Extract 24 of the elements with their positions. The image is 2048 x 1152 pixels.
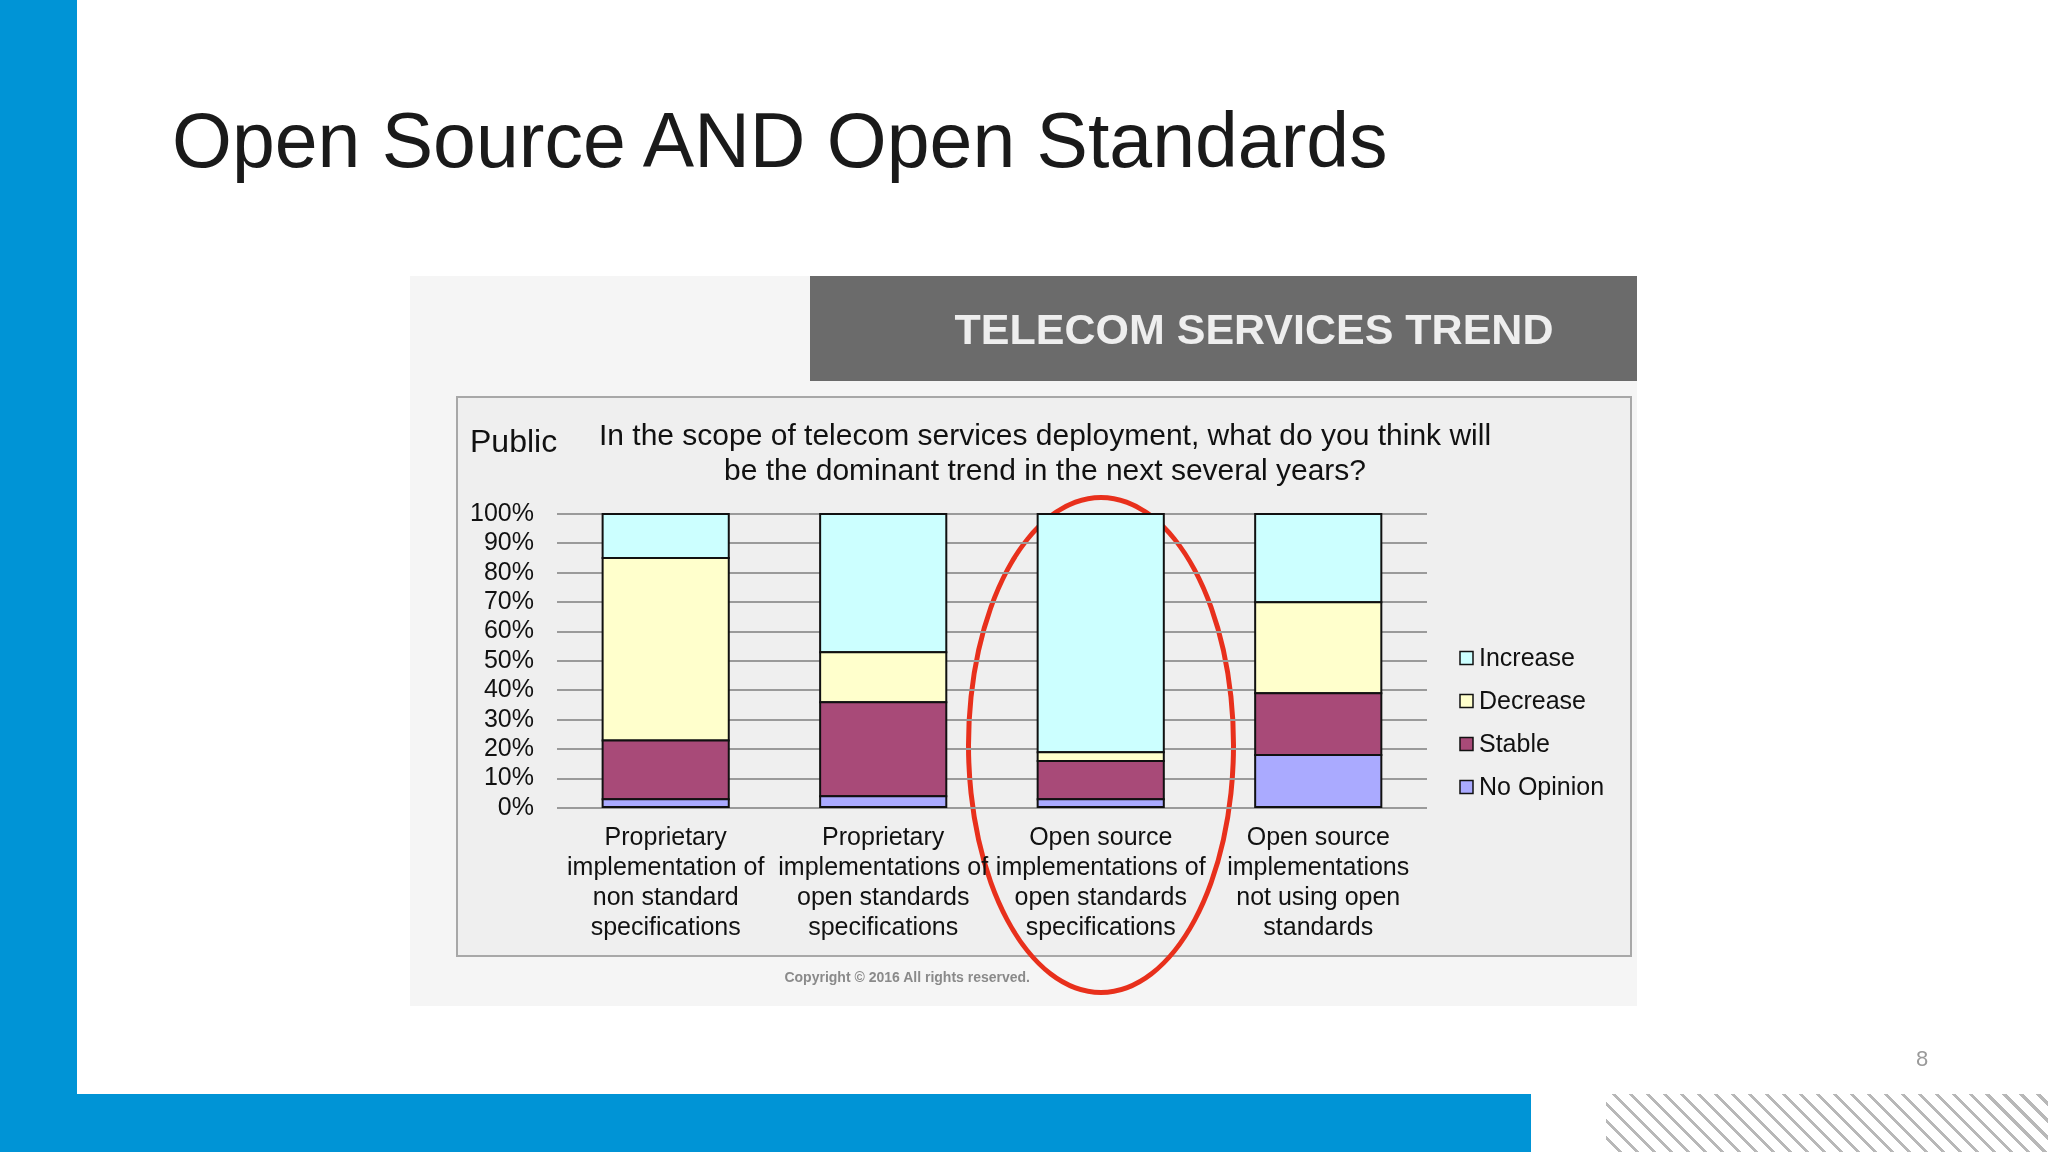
y-tick-label: 10% bbox=[483, 762, 534, 791]
text: 8 bbox=[1915, 1046, 1929, 1072]
y-tick-label: 60% bbox=[483, 615, 534, 644]
text: Copyright © 2016 All rights reserved. bbox=[784, 969, 1030, 985]
x-tick-label: Open source implementations not using open standards bbox=[1227, 821, 1410, 940]
y-tick-label: 70% bbox=[483, 586, 534, 615]
text: In the scope of telecom services deployment, what do you think will be the dominant trend in the next several years? bbox=[597, 417, 1493, 487]
legend-label: Decrease bbox=[1479, 685, 1586, 714]
y-tick-label: 20% bbox=[483, 733, 534, 762]
x-tick-label: Proprietary implementation of non standard specifications bbox=[567, 821, 765, 940]
y-tick-label: 100% bbox=[469, 497, 534, 526]
x-tick-label: Open source implementations of open standards specifications bbox=[995, 821, 1206, 940]
y-tick-label: 90% bbox=[483, 527, 534, 556]
y-tick-label: 40% bbox=[483, 674, 534, 703]
chart-title: Open Source AND Open Standards bbox=[172, 96, 1388, 184]
y-tick-label: 50% bbox=[483, 644, 534, 673]
text: Public bbox=[470, 423, 558, 459]
legend-label: Increase bbox=[1479, 642, 1575, 671]
chart-subtitle: TELECOM SERVICES TREND bbox=[954, 305, 1554, 353]
y-tick-label: 0% bbox=[497, 791, 534, 820]
y-tick-label: 80% bbox=[483, 556, 534, 585]
legend-label: No Opinion bbox=[1479, 771, 1605, 800]
y-tick-label: 30% bbox=[483, 703, 534, 732]
legend-label: Stable bbox=[1479, 728, 1550, 757]
